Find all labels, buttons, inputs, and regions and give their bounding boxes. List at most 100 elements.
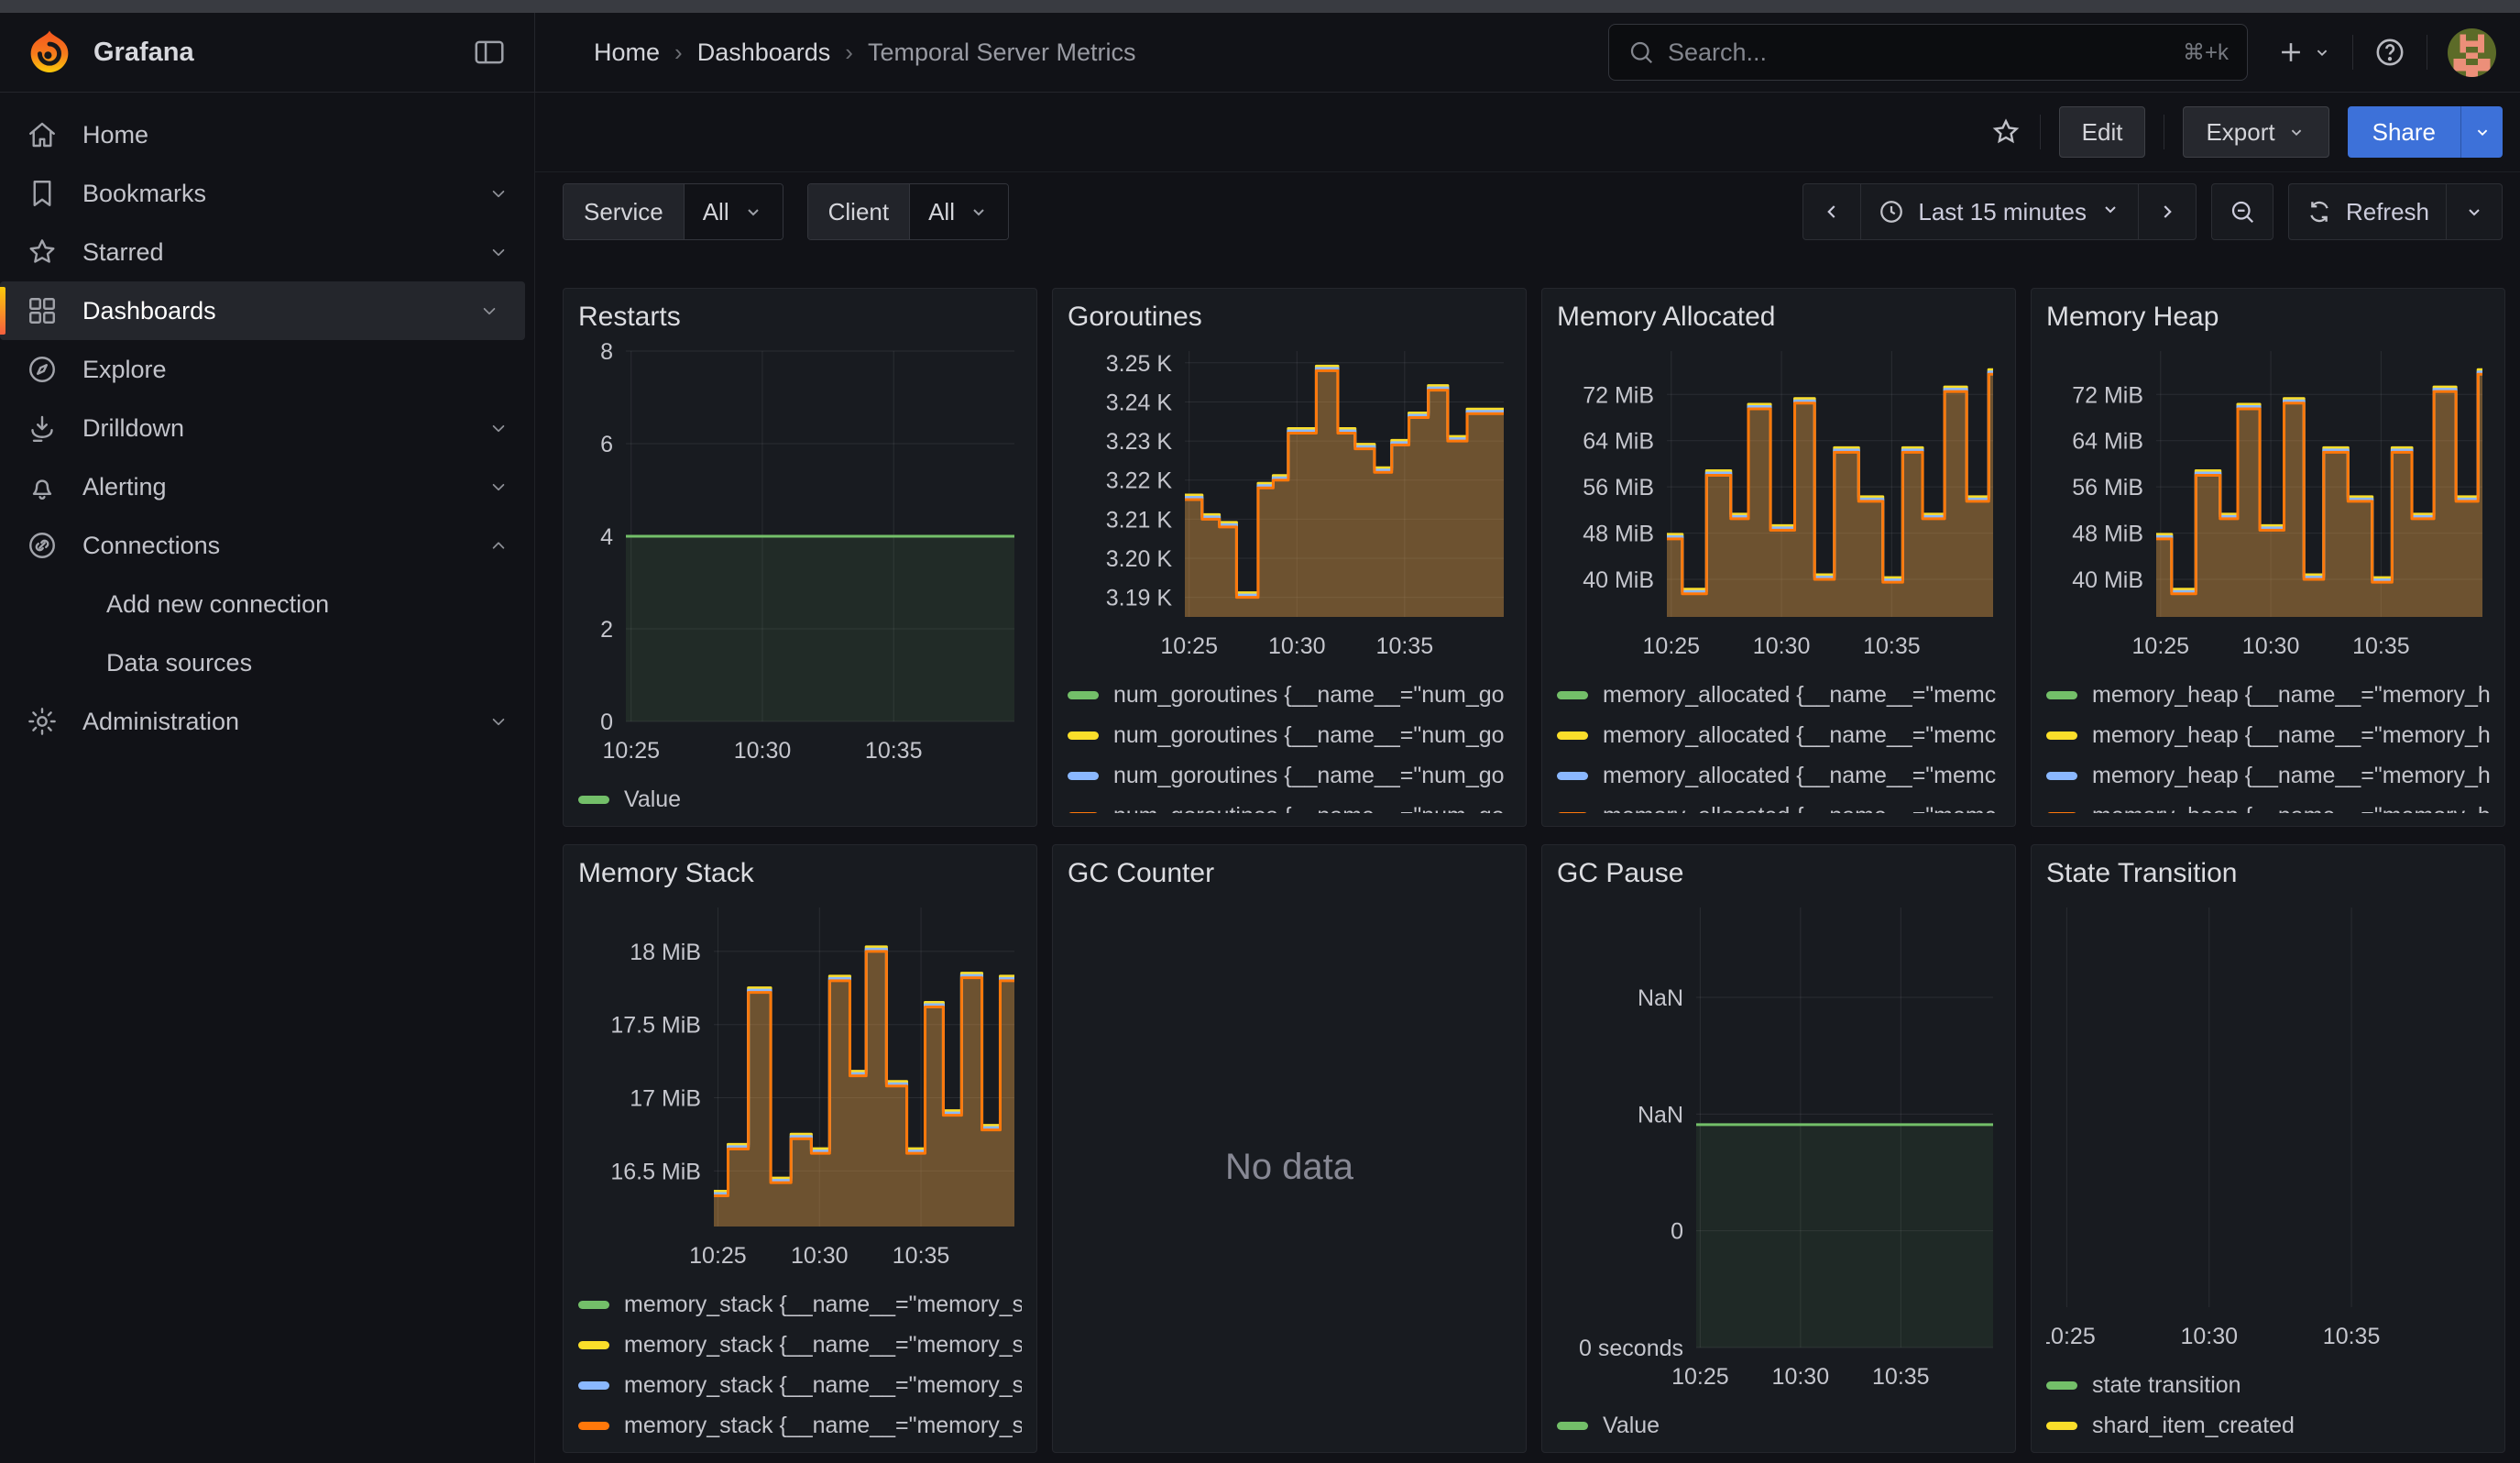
chevron-down-icon[interactable] (487, 416, 510, 440)
legend-item[interactable]: memory_stack {__name__="memory_s (578, 1291, 1022, 1318)
sidebar-toggle-icon[interactable] (472, 35, 507, 70)
legend-label[interactable]: memory_stack {__name__="memory_s (624, 1332, 1022, 1358)
timeseries-chart[interactable]: 0246810:2510:3010:35 (578, 338, 1022, 773)
time-shift-back-button[interactable] (1803, 184, 1860, 239)
sidebar-item-bookmarks[interactable]: Bookmarks (0, 164, 534, 223)
legend-label[interactable]: num_goroutines {__name__="num_go (1113, 803, 1505, 814)
grafana-logo[interactable] (26, 28, 73, 76)
breadcrumb-home[interactable]: Home (594, 38, 660, 67)
timeseries-chart[interactable]: 0 seconds0NaNNaN10:2510:3010:35 (1557, 895, 2000, 1399)
legend-label[interactable]: num_goroutines {__name__="num_go (1113, 682, 1505, 709)
legend-label[interactable]: num_goroutines {__name__="num_go (1113, 763, 1505, 789)
panel-title[interactable]: Memory Heap (2046, 302, 2490, 333)
timeseries-chart[interactable]: 40 MiB48 MiB56 MiB64 MiB72 MiB10:2510:30… (2046, 338, 2490, 668)
legend-item[interactable]: memory_heap {__name__="memory_h (2046, 721, 2490, 749)
sidebar-item-dashboards[interactable]: Dashboards (0, 281, 525, 340)
sidebar-item-add-new-connection[interactable]: Add new connection (0, 575, 534, 633)
search-input[interactable] (1668, 38, 2170, 67)
legend-label[interactable]: memory_heap {__name__="memory_h (2092, 722, 2490, 749)
legend-item[interactable]: num_goroutines {__name__="num_go (1068, 762, 1511, 789)
legend-label[interactable]: num_goroutines {__name__="num_go (1113, 722, 1505, 749)
legend-item[interactable]: memory_stack {__name__="memory_s (578, 1331, 1022, 1358)
legend-item[interactable]: state transition (2046, 1371, 2490, 1399)
breadcrumb-dashboards[interactable]: Dashboards (697, 38, 831, 67)
timeseries-chart[interactable]: 16.5 MiB17 MiB17.5 MiB18 MiB10:2510:3010… (578, 895, 1022, 1278)
legend-item[interactable]: memory_allocated {__name__="memc (1557, 721, 2000, 749)
panel-title[interactable]: GC Pause (1557, 858, 2000, 889)
panel-memory-stack: Memory Stack 16.5 MiB17 MiB17.5 MiB18 MiB… (563, 844, 1037, 1453)
variable-service-select[interactable]: All (684, 184, 783, 239)
legend-label[interactable]: memory_allocated {__name__="memc (1603, 763, 1996, 789)
variable-client-select[interactable]: All (909, 184, 1008, 239)
legend-label[interactable]: Value (624, 786, 681, 813)
time-shift-forward-button[interactable] (2138, 184, 2196, 239)
timeseries-chart[interactable]: 10:2510:3010:35 (2046, 895, 2490, 1358)
panel-title[interactable]: Goroutines (1068, 302, 1511, 333)
legend-label[interactable]: memory_stack {__name__="memory_s (624, 1413, 1022, 1439)
timeseries-chart[interactable]: 3.19 K3.20 K3.21 K3.22 K3.23 K3.24 K3.25… (1068, 338, 1511, 668)
help-icon[interactable] (2373, 36, 2406, 69)
panel-title[interactable]: GC Counter (1068, 858, 1511, 889)
legend-label[interactable]: memory_heap {__name__="memory_h (2092, 682, 2490, 709)
panel-title[interactable]: Memory Stack (578, 858, 1022, 889)
legend-label[interactable]: memory_allocated {__name__="memc (1603, 682, 1996, 709)
sidebar-item-administration[interactable]: Administration (0, 692, 534, 751)
legend-label[interactable]: state transition (2092, 1372, 2241, 1399)
sidebar-item-home[interactable]: Home (0, 105, 534, 164)
share-button[interactable]: Share (2348, 106, 2460, 158)
chevron-down-icon[interactable] (487, 475, 510, 499)
edit-button[interactable]: Edit (2059, 106, 2146, 158)
legend-label[interactable]: shard_item_created (2092, 1413, 2295, 1439)
legend-label[interactable]: memory_stack {__name__="memory_s (624, 1292, 1022, 1318)
legend-item[interactable]: memory_heap {__name__="memory_h (2046, 681, 2490, 709)
search-input-wrapper[interactable]: ⌘+k (1608, 24, 2248, 81)
legend-item[interactable]: memory_stack {__name__="memory_s (578, 1371, 1022, 1399)
chevron-down-icon[interactable] (487, 710, 510, 733)
user-avatar[interactable] (2448, 28, 2496, 77)
refresh-interval-caret[interactable] (2446, 184, 2502, 239)
zoom-out-button[interactable] (2212, 184, 2273, 239)
refresh-icon (2306, 198, 2333, 226)
chevron-down-icon[interactable] (477, 299, 501, 323)
legend-swatch (578, 1381, 609, 1390)
panel-title[interactable]: State Transition (2046, 858, 2490, 889)
add-new-button[interactable] (2275, 37, 2332, 68)
refresh-button[interactable]: Refresh (2289, 184, 2446, 239)
sidebar-item-explore[interactable]: Explore (0, 340, 534, 399)
legend-item[interactable]: memory_allocated {__name__="memc (1557, 762, 2000, 789)
time-range-picker[interactable]: Last 15 minutes (1860, 184, 2138, 239)
legend-item[interactable]: num_goroutines {__name__="num_go (1068, 681, 1511, 709)
legend-label[interactable]: memory_allocated {__name__="memc (1603, 722, 1996, 749)
legend-item[interactable]: memory_allocated {__name__="memc (1557, 681, 2000, 709)
sidebar-item-starred[interactable]: Starred (0, 223, 534, 281)
legend-label[interactable]: memory_heap {__name__="memory_h (2092, 763, 2490, 789)
legend-label[interactable]: memory_heap {__name__="memory_h (2092, 803, 2490, 814)
panel-title[interactable]: Restarts (578, 302, 1022, 333)
legend-item[interactable]: memory_heap {__name__="memory_h (2046, 762, 2490, 789)
chevron-up-icon[interactable] (487, 534, 510, 557)
legend-item[interactable]: num_goroutines {__name__="num_go (1068, 802, 1511, 813)
export-button[interactable]: Export (2183, 106, 2328, 158)
legend-item[interactable]: num_goroutines {__name__="num_go (1068, 721, 1511, 749)
chevron-down-icon[interactable] (487, 240, 510, 264)
chevron-down-icon[interactable] (487, 182, 510, 205)
legend-label[interactable]: memory_allocated {__name__="memc (1603, 803, 1996, 814)
legend-item[interactable]: Value (1557, 1412, 2000, 1439)
legend-item[interactable]: memory_allocated {__name__="memc (1557, 802, 2000, 813)
sidebar-item-drilldown[interactable]: Drilldown (0, 399, 534, 457)
timeseries-chart[interactable]: 40 MiB48 MiB56 MiB64 MiB72 MiB10:2510:30… (1557, 338, 2000, 668)
panel-title[interactable]: Memory Allocated (1557, 302, 2000, 333)
svg-text:10:35: 10:35 (1376, 633, 1434, 659)
legend-item[interactable]: Value (578, 786, 1022, 813)
svg-text:3.19 K: 3.19 K (1106, 586, 1173, 611)
legend-item[interactable]: memory_stack {__name__="memory_s (578, 1412, 1022, 1439)
sidebar-item-alerting[interactable]: Alerting (0, 457, 534, 516)
legend-item[interactable]: shard_item_created (2046, 1412, 2490, 1439)
legend-item[interactable]: memory_heap {__name__="memory_h (2046, 802, 2490, 813)
legend-label[interactable]: Value (1603, 1413, 1660, 1439)
share-menu-caret[interactable] (2460, 106, 2503, 158)
favorite-star-icon[interactable] (1990, 116, 2021, 148)
legend-label[interactable]: memory_stack {__name__="memory_s (624, 1372, 1022, 1399)
sidebar-item-data-sources[interactable]: Data sources (0, 633, 534, 692)
sidebar-item-connections[interactable]: Connections (0, 516, 534, 575)
